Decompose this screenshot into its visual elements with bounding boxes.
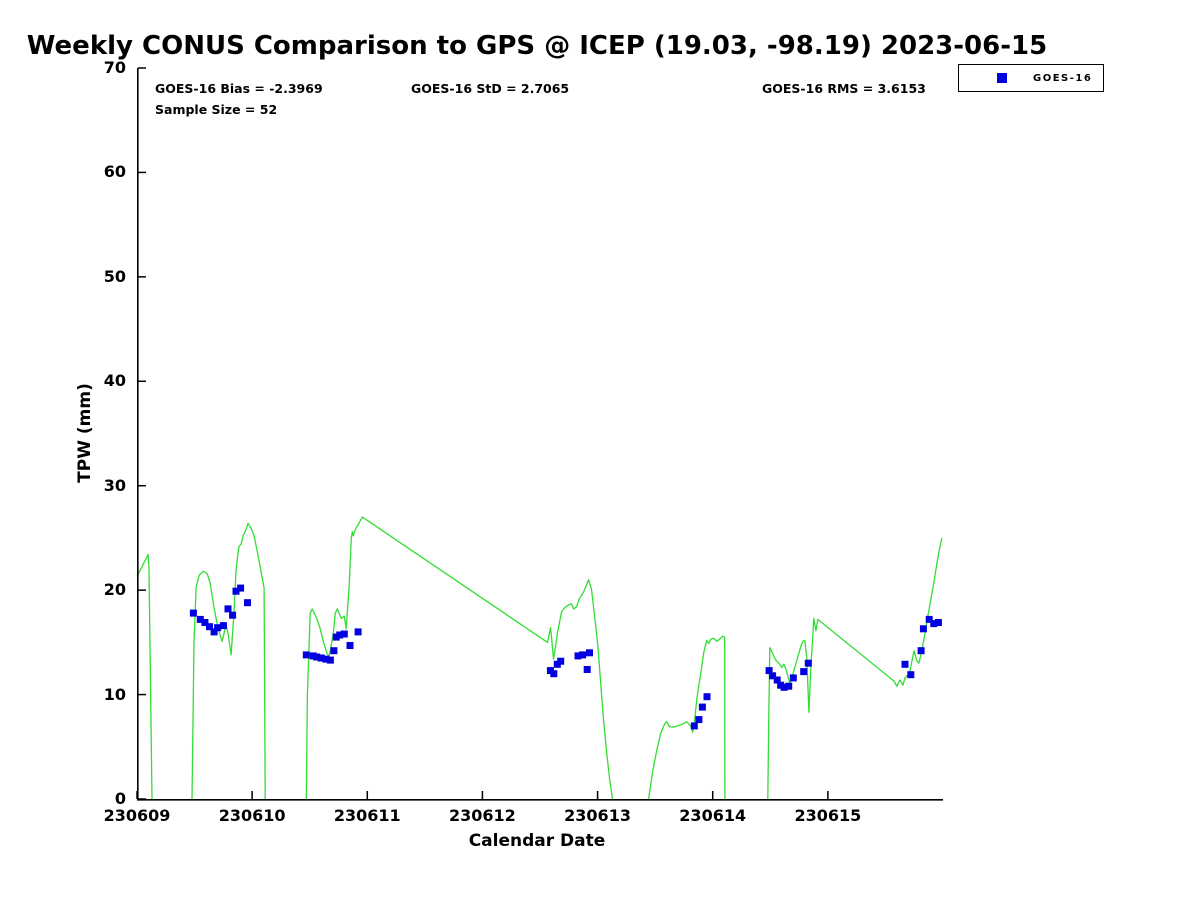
goes16-marker [189, 609, 197, 617]
goes16-marker [237, 584, 245, 592]
goes16-marker [930, 620, 938, 628]
gps-line-segment [191, 522, 266, 800]
goes16-marker [698, 703, 706, 711]
legend-square-marker-icon [997, 73, 1007, 83]
goes16-marker [196, 615, 204, 623]
stat-rms: GOES-16 RMS = 3.6153 [762, 81, 926, 96]
goes16-marker [330, 647, 338, 655]
plot-area [136, 67, 943, 801]
goes16-marker [690, 722, 698, 730]
y-tick-label: 60 [103, 162, 126, 182]
x-tick-label: 230610 [218, 806, 286, 825]
legend: GOES-16 [958, 64, 1104, 92]
x-tick-label: 230611 [333, 806, 401, 825]
goes16-marker [214, 624, 222, 632]
stat-std: GOES-16 StD = 2.7065 [411, 81, 570, 96]
goes16-marker [773, 676, 781, 684]
goes16-marker [244, 599, 251, 607]
goes16-marker [317, 654, 325, 662]
goes16-marker [313, 653, 321, 661]
y-tick-label: 20 [103, 580, 126, 600]
goes16-marker [219, 622, 227, 630]
goes16-marker [557, 657, 565, 665]
legend-series-label: GOES-16 [1033, 72, 1093, 84]
goes16-marker [695, 716, 703, 724]
gps-line-segment [767, 537, 943, 800]
goes16-marker [579, 651, 587, 659]
gps-line-segment [305, 516, 614, 800]
stat-bias: GOES-16 Bias = -2.3969 [155, 81, 323, 96]
goes16-marker [224, 605, 232, 613]
goes16-marker [780, 683, 788, 691]
goes16-marker [229, 611, 237, 619]
y-tick-label: 0 [114, 789, 126, 808]
stat-sample-size: Sample Size = 52 [155, 102, 278, 117]
goes16-marker [201, 619, 209, 626]
chart-title: Weekly CONUS Comparison to GPS @ ICEP (1… [26, 31, 1048, 61]
goes16-marker [919, 625, 927, 633]
goes16-marker [206, 623, 213, 631]
goes16-marker [336, 631, 344, 639]
goes16-marker [232, 587, 240, 595]
goes16-marker [326, 656, 334, 664]
y-axis-title: TPW (mm) [75, 383, 95, 483]
goes16-marker [210, 628, 218, 636]
goes16-marker [586, 649, 593, 657]
goes16-marker [769, 672, 777, 680]
goes16-marker [907, 671, 915, 679]
goes16-marker [785, 682, 793, 690]
x-tick-label: 230612 [449, 806, 516, 825]
goes16-marker [340, 630, 348, 638]
goes16-marker [934, 619, 942, 626]
y-tick-label: 30 [103, 475, 126, 495]
goes16-marker [925, 615, 933, 623]
y-tick-label: 40 [103, 371, 126, 391]
goes16-marker [322, 655, 330, 663]
goes16-marker [703, 693, 711, 701]
gps-line-segment [136, 553, 153, 800]
x-tick-label: 230615 [794, 806, 862, 825]
y-tick-label: 10 [103, 684, 126, 704]
y-tick-label: 50 [103, 266, 126, 286]
goes16-marker [901, 660, 909, 668]
x-tick-label: 230609 [103, 806, 171, 825]
goes16-marker [800, 668, 808, 676]
goes16-marker [550, 670, 558, 678]
x-tick-label: 230613 [564, 806, 631, 825]
gps-line-segment [647, 635, 726, 800]
x-axis-title: Calendar Date [468, 831, 606, 851]
goes16-marker [302, 651, 310, 659]
goes16-marker [354, 628, 362, 636]
goes16-marker [789, 674, 797, 682]
goes16-marker [574, 652, 582, 660]
goes16-marker [804, 659, 812, 667]
goes16-marker [583, 666, 591, 673]
goes16-marker [346, 642, 354, 649]
goes16-marker [917, 647, 925, 655]
y-tick-label: 70 [103, 58, 126, 77]
goes16-marker [765, 667, 773, 675]
x-tick-label: 230614 [679, 806, 747, 825]
